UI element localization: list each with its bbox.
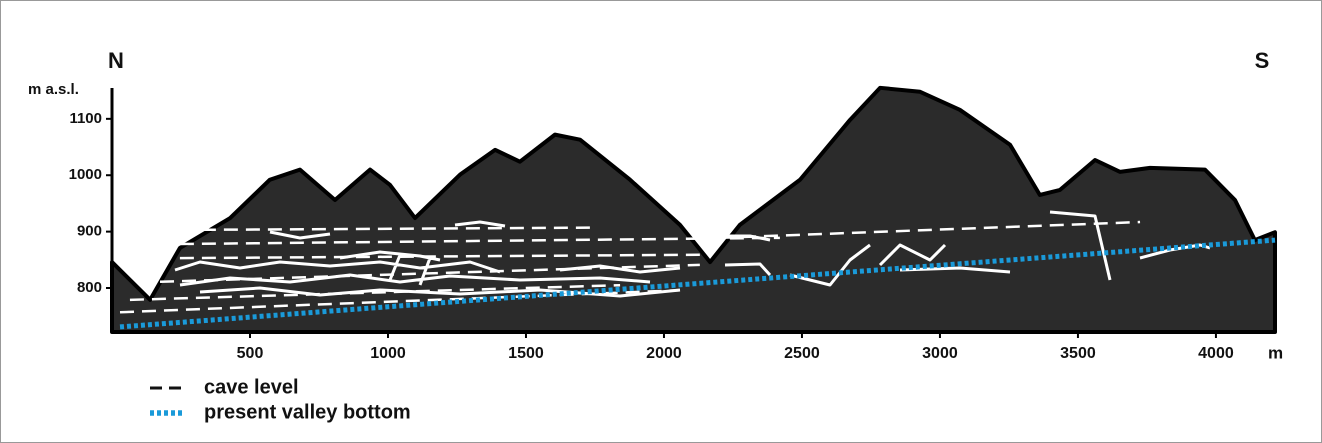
x-tick-label: 2500 xyxy=(784,345,820,362)
x-tick-label: 500 xyxy=(237,345,264,362)
y-tick-label: 1000 xyxy=(69,166,102,183)
y-tick-label: 900 xyxy=(77,223,102,240)
x-tick-label: 3000 xyxy=(922,345,958,362)
x-axis-label: m xyxy=(1268,343,1283,362)
x-tick-label: 3500 xyxy=(1060,345,1096,362)
series-line xyxy=(119,220,1141,314)
north-label: N xyxy=(108,48,124,73)
y-tick-label: 800 xyxy=(77,279,102,296)
legend-label: cave level xyxy=(204,376,299,398)
y-axis-label: m a.s.l. xyxy=(28,81,79,98)
south-label: S xyxy=(1255,48,1270,73)
legend-label: present valley bottom xyxy=(204,401,411,423)
x-tick-label: 1000 xyxy=(370,345,406,362)
x-tick-label: 4000 xyxy=(1198,345,1234,362)
x-tick-label: 2000 xyxy=(646,345,682,362)
y-tick-label: 1100 xyxy=(69,110,102,127)
x-tick-label: 1500 xyxy=(508,345,544,362)
